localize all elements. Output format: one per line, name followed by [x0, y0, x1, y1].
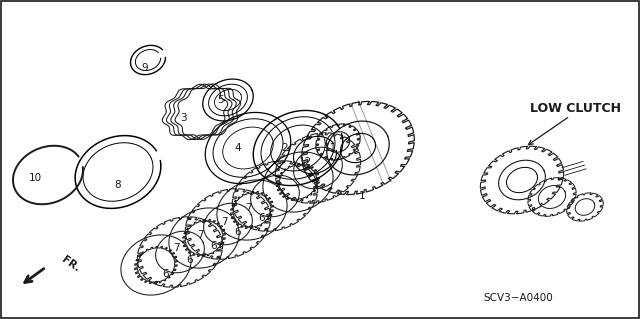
Text: 6: 6 [259, 213, 266, 223]
Text: SCV3−A0400: SCV3−A0400 [483, 293, 553, 303]
Text: 6: 6 [187, 255, 193, 265]
Text: 8: 8 [115, 180, 122, 190]
Text: 5: 5 [217, 95, 223, 105]
Text: 7: 7 [244, 203, 252, 213]
Text: 2: 2 [282, 143, 288, 153]
Text: 7: 7 [173, 243, 179, 253]
Text: 1: 1 [358, 191, 365, 201]
Text: 7: 7 [221, 217, 227, 227]
Text: 11: 11 [323, 143, 337, 153]
Text: FR.: FR. [60, 254, 82, 274]
Text: 4: 4 [235, 143, 241, 153]
Text: 10: 10 [28, 173, 42, 183]
Text: 12: 12 [298, 157, 312, 167]
Text: 6: 6 [163, 269, 170, 279]
Text: 6: 6 [211, 241, 218, 251]
Text: 7: 7 [196, 230, 204, 240]
Text: LOW CLUTCH: LOW CLUTCH [529, 101, 621, 115]
Text: 3: 3 [180, 113, 186, 123]
Text: 6: 6 [235, 227, 241, 237]
Text: 9: 9 [141, 63, 148, 73]
